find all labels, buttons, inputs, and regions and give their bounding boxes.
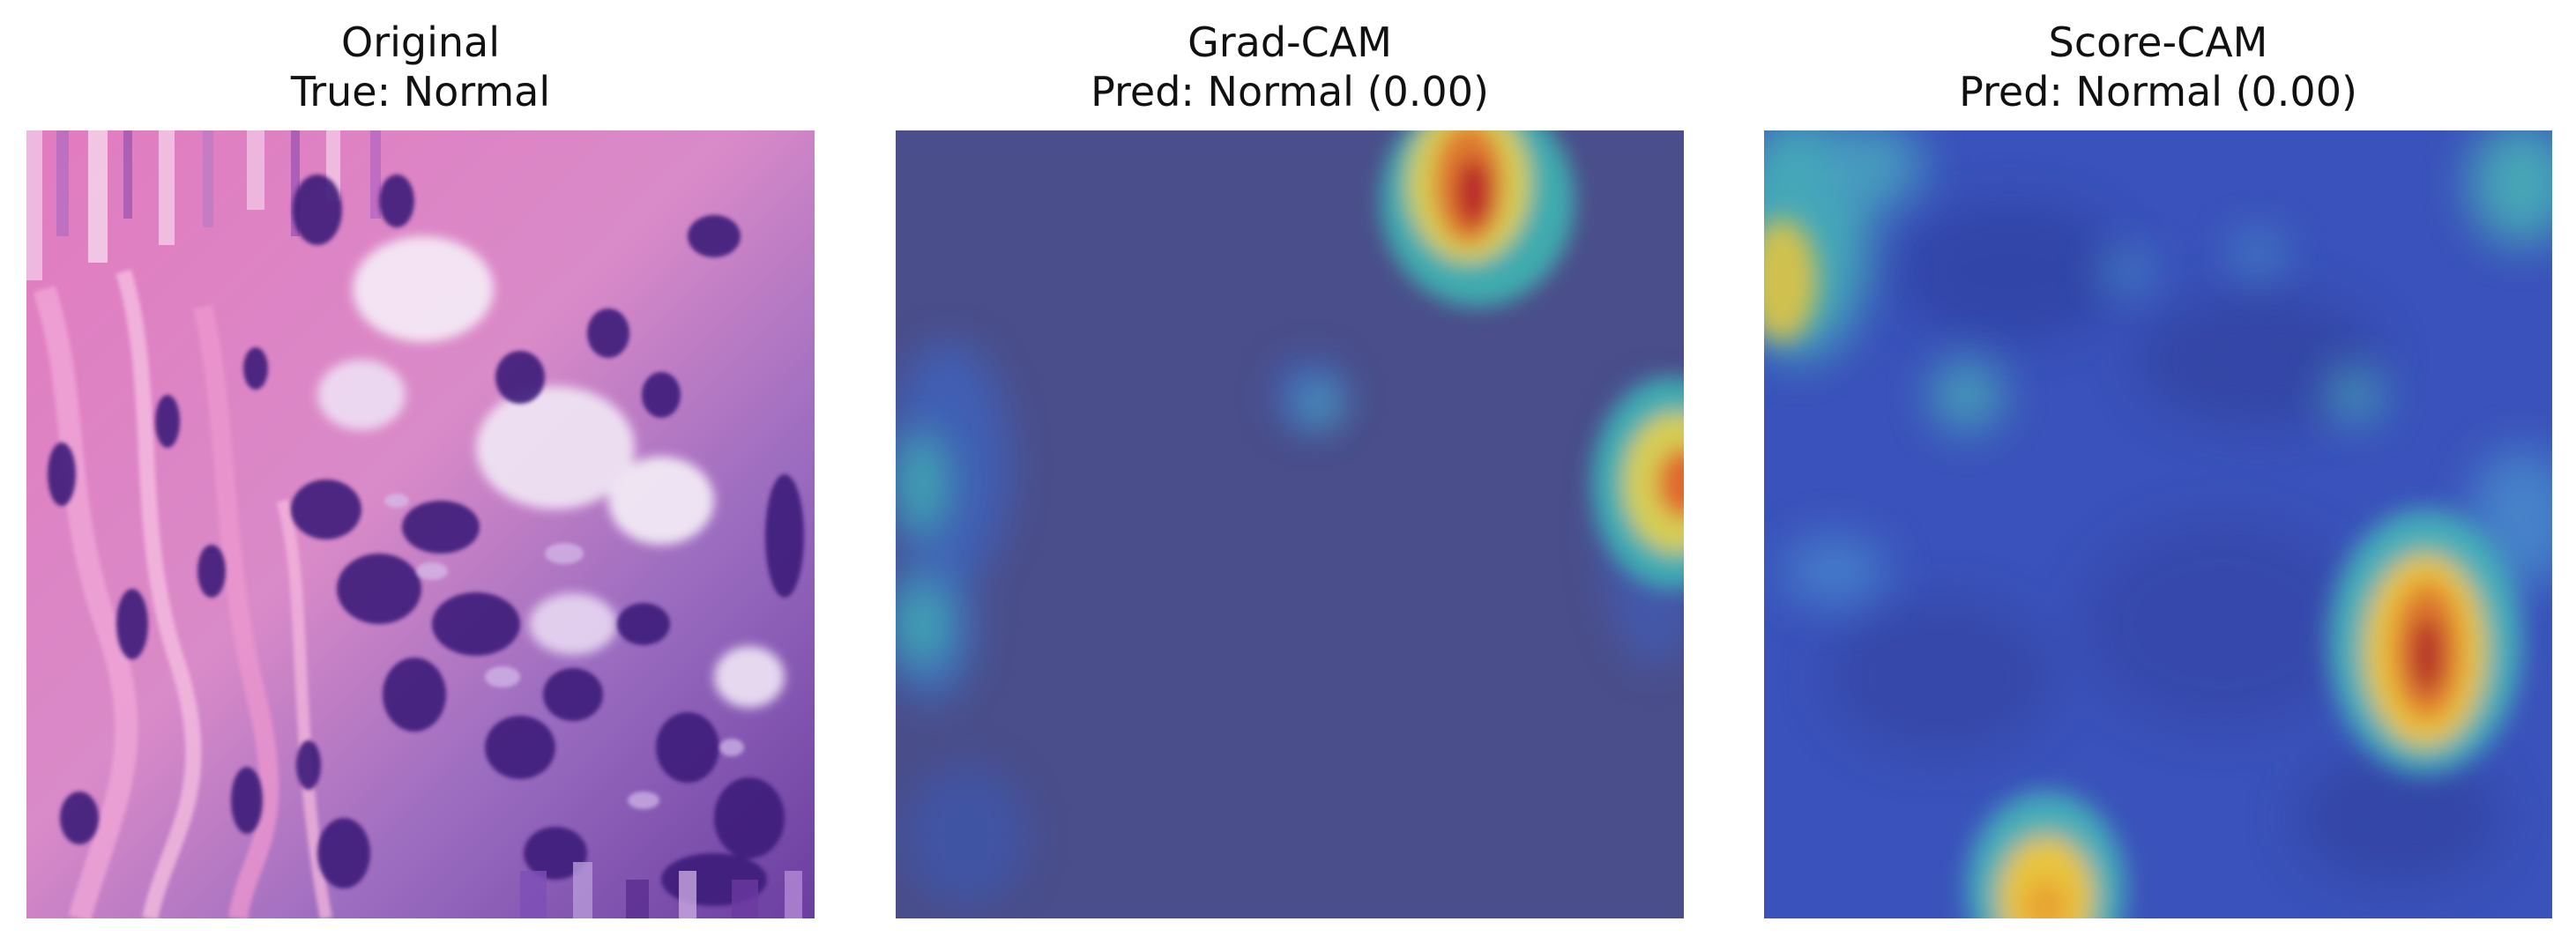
gradcam-heatmap — [896, 130, 1684, 918]
scorecam-heatmap — [1764, 130, 2552, 918]
panel-original: Original True: Normal — [26, 0, 815, 944]
panel-subtitle-line: Pred: Normal (0.00) — [1959, 68, 2357, 115]
histology-image — [26, 130, 815, 918]
panel-title-line: Grad-CAM — [1187, 19, 1392, 66]
panel-scorecam: Score-CAM Pred: Normal (0.00) — [1764, 0, 2552, 944]
panel-subtitle-line: Pred: Normal (0.00) — [1091, 68, 1489, 115]
panel-title: Original True: Normal — [0, 18, 867, 116]
panel-title: Score-CAM Pred: Normal (0.00) — [1711, 18, 2576, 116]
panel-title-line: Original — [340, 19, 500, 66]
panel-title-line: Score-CAM — [2048, 19, 2268, 66]
panel-subtitle-line: True: Normal — [290, 68, 551, 115]
panel-title: Grad-CAM Pred: Normal (0.00) — [843, 18, 1737, 116]
panel-gradcam: Grad-CAM Pred: Normal (0.00) — [896, 0, 1684, 944]
